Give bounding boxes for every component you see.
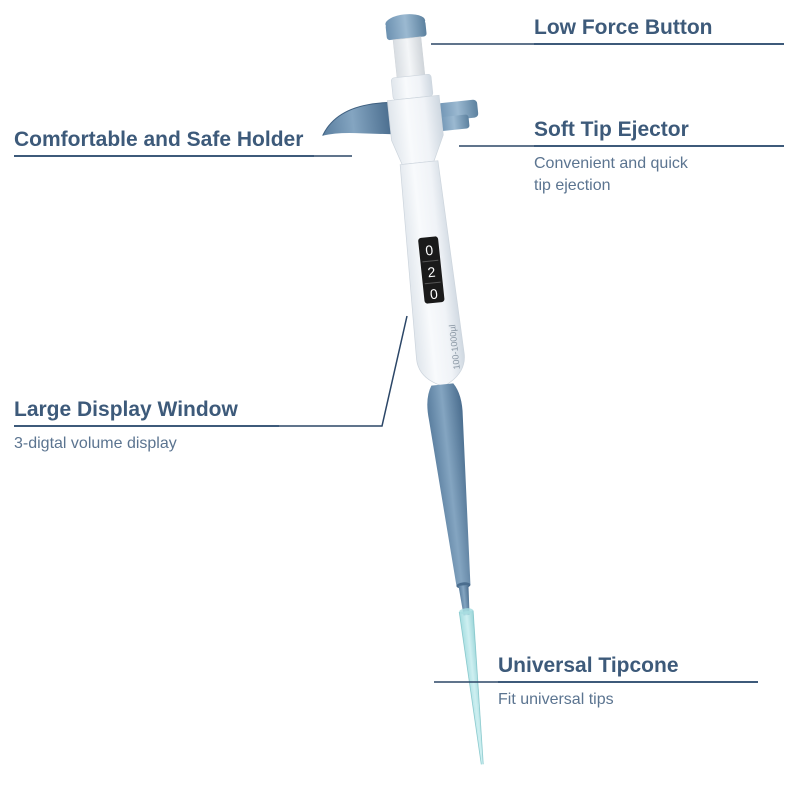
- pipette-top-body: [387, 95, 446, 165]
- pipette-main-body: 0 2 0 100-1000µl: [396, 160, 467, 389]
- pipette-shaft: [425, 383, 484, 617]
- callout-title: Large Display Window: [14, 398, 279, 427]
- callout-display-window: Large Display Window 3-digtal volume dis…: [14, 398, 279, 455]
- callout-title: Soft Tip Ejector: [534, 118, 784, 147]
- callout-title: Comfortable and Safe Holder: [14, 128, 314, 157]
- callout-title: Low Force Button: [534, 16, 784, 45]
- callout-tipcone: Universal Tipcone Fit universal tips: [498, 654, 758, 711]
- ejector-button: [437, 99, 480, 131]
- pipette-tip: [459, 608, 489, 766]
- callout-subtitle: 3-digtal volume display: [14, 433, 279, 455]
- callout-subtitle: Fit universal tips: [498, 689, 758, 711]
- callout-subtitle: Convenient and quick tip ejection: [534, 153, 784, 196]
- callout-soft-tip-ejector: Soft Tip Ejector Convenient and quick ti…: [534, 118, 784, 196]
- callout-low-force-button: Low Force Button: [534, 16, 784, 45]
- callout-holder: Comfortable and Safe Holder: [14, 128, 314, 157]
- callout-title: Universal Tipcone: [498, 654, 758, 683]
